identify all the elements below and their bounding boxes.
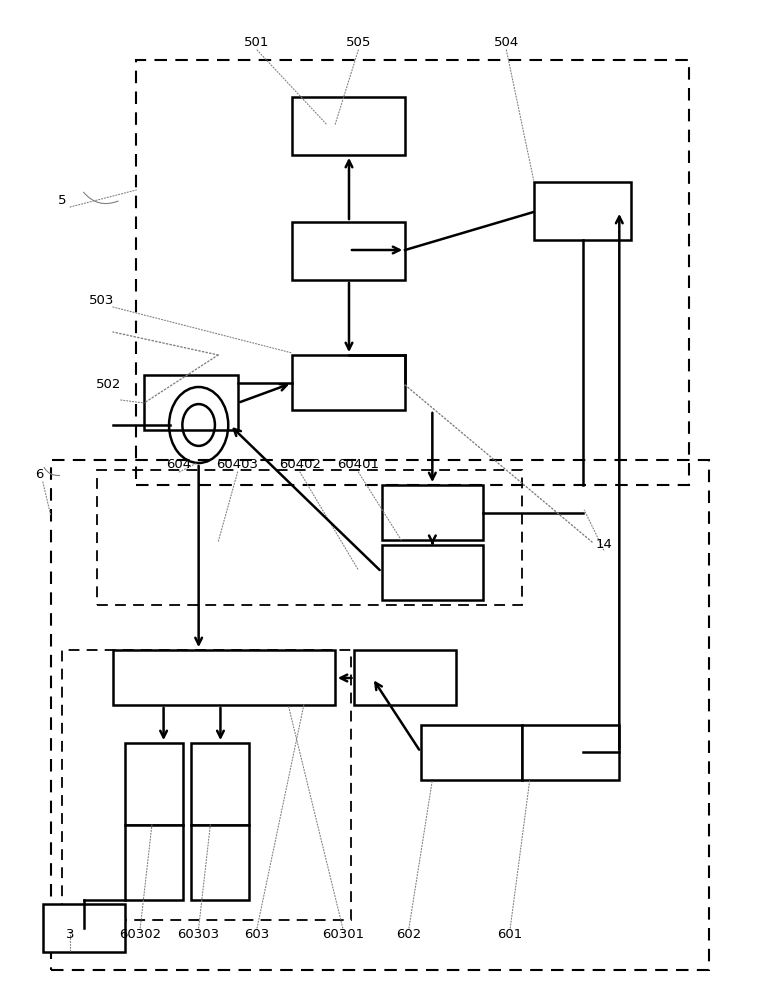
Text: 60401: 60401 — [337, 458, 379, 472]
Text: 60403: 60403 — [217, 458, 259, 472]
FancyBboxPatch shape — [191, 825, 249, 900]
FancyBboxPatch shape — [292, 222, 405, 280]
Text: 505: 505 — [346, 35, 371, 48]
FancyBboxPatch shape — [354, 650, 456, 705]
FancyBboxPatch shape — [292, 355, 405, 410]
FancyBboxPatch shape — [191, 743, 249, 825]
FancyBboxPatch shape — [43, 904, 125, 952]
Text: 3: 3 — [66, 928, 74, 942]
Text: 5: 5 — [58, 194, 66, 207]
FancyBboxPatch shape — [292, 97, 405, 155]
Text: 6: 6 — [35, 468, 43, 482]
Text: 601: 601 — [498, 928, 523, 942]
FancyBboxPatch shape — [534, 182, 631, 240]
FancyBboxPatch shape — [144, 375, 238, 430]
FancyBboxPatch shape — [125, 825, 183, 900]
FancyBboxPatch shape — [522, 725, 619, 780]
Text: 60301: 60301 — [322, 928, 364, 942]
FancyBboxPatch shape — [382, 545, 483, 600]
Text: 603: 603 — [245, 928, 270, 942]
Text: 602: 602 — [397, 928, 421, 942]
FancyBboxPatch shape — [125, 743, 183, 825]
Text: 60302: 60302 — [119, 928, 161, 942]
FancyBboxPatch shape — [382, 485, 483, 540]
Text: 60303: 60303 — [178, 928, 220, 942]
FancyBboxPatch shape — [421, 725, 522, 780]
Text: 503: 503 — [89, 294, 114, 306]
Text: 604: 604 — [167, 458, 192, 472]
Text: 501: 501 — [245, 35, 270, 48]
Text: 504: 504 — [494, 35, 519, 48]
FancyBboxPatch shape — [113, 650, 335, 705]
Text: 14: 14 — [595, 538, 612, 552]
Text: 60402: 60402 — [279, 458, 321, 472]
Text: 502: 502 — [97, 378, 122, 391]
